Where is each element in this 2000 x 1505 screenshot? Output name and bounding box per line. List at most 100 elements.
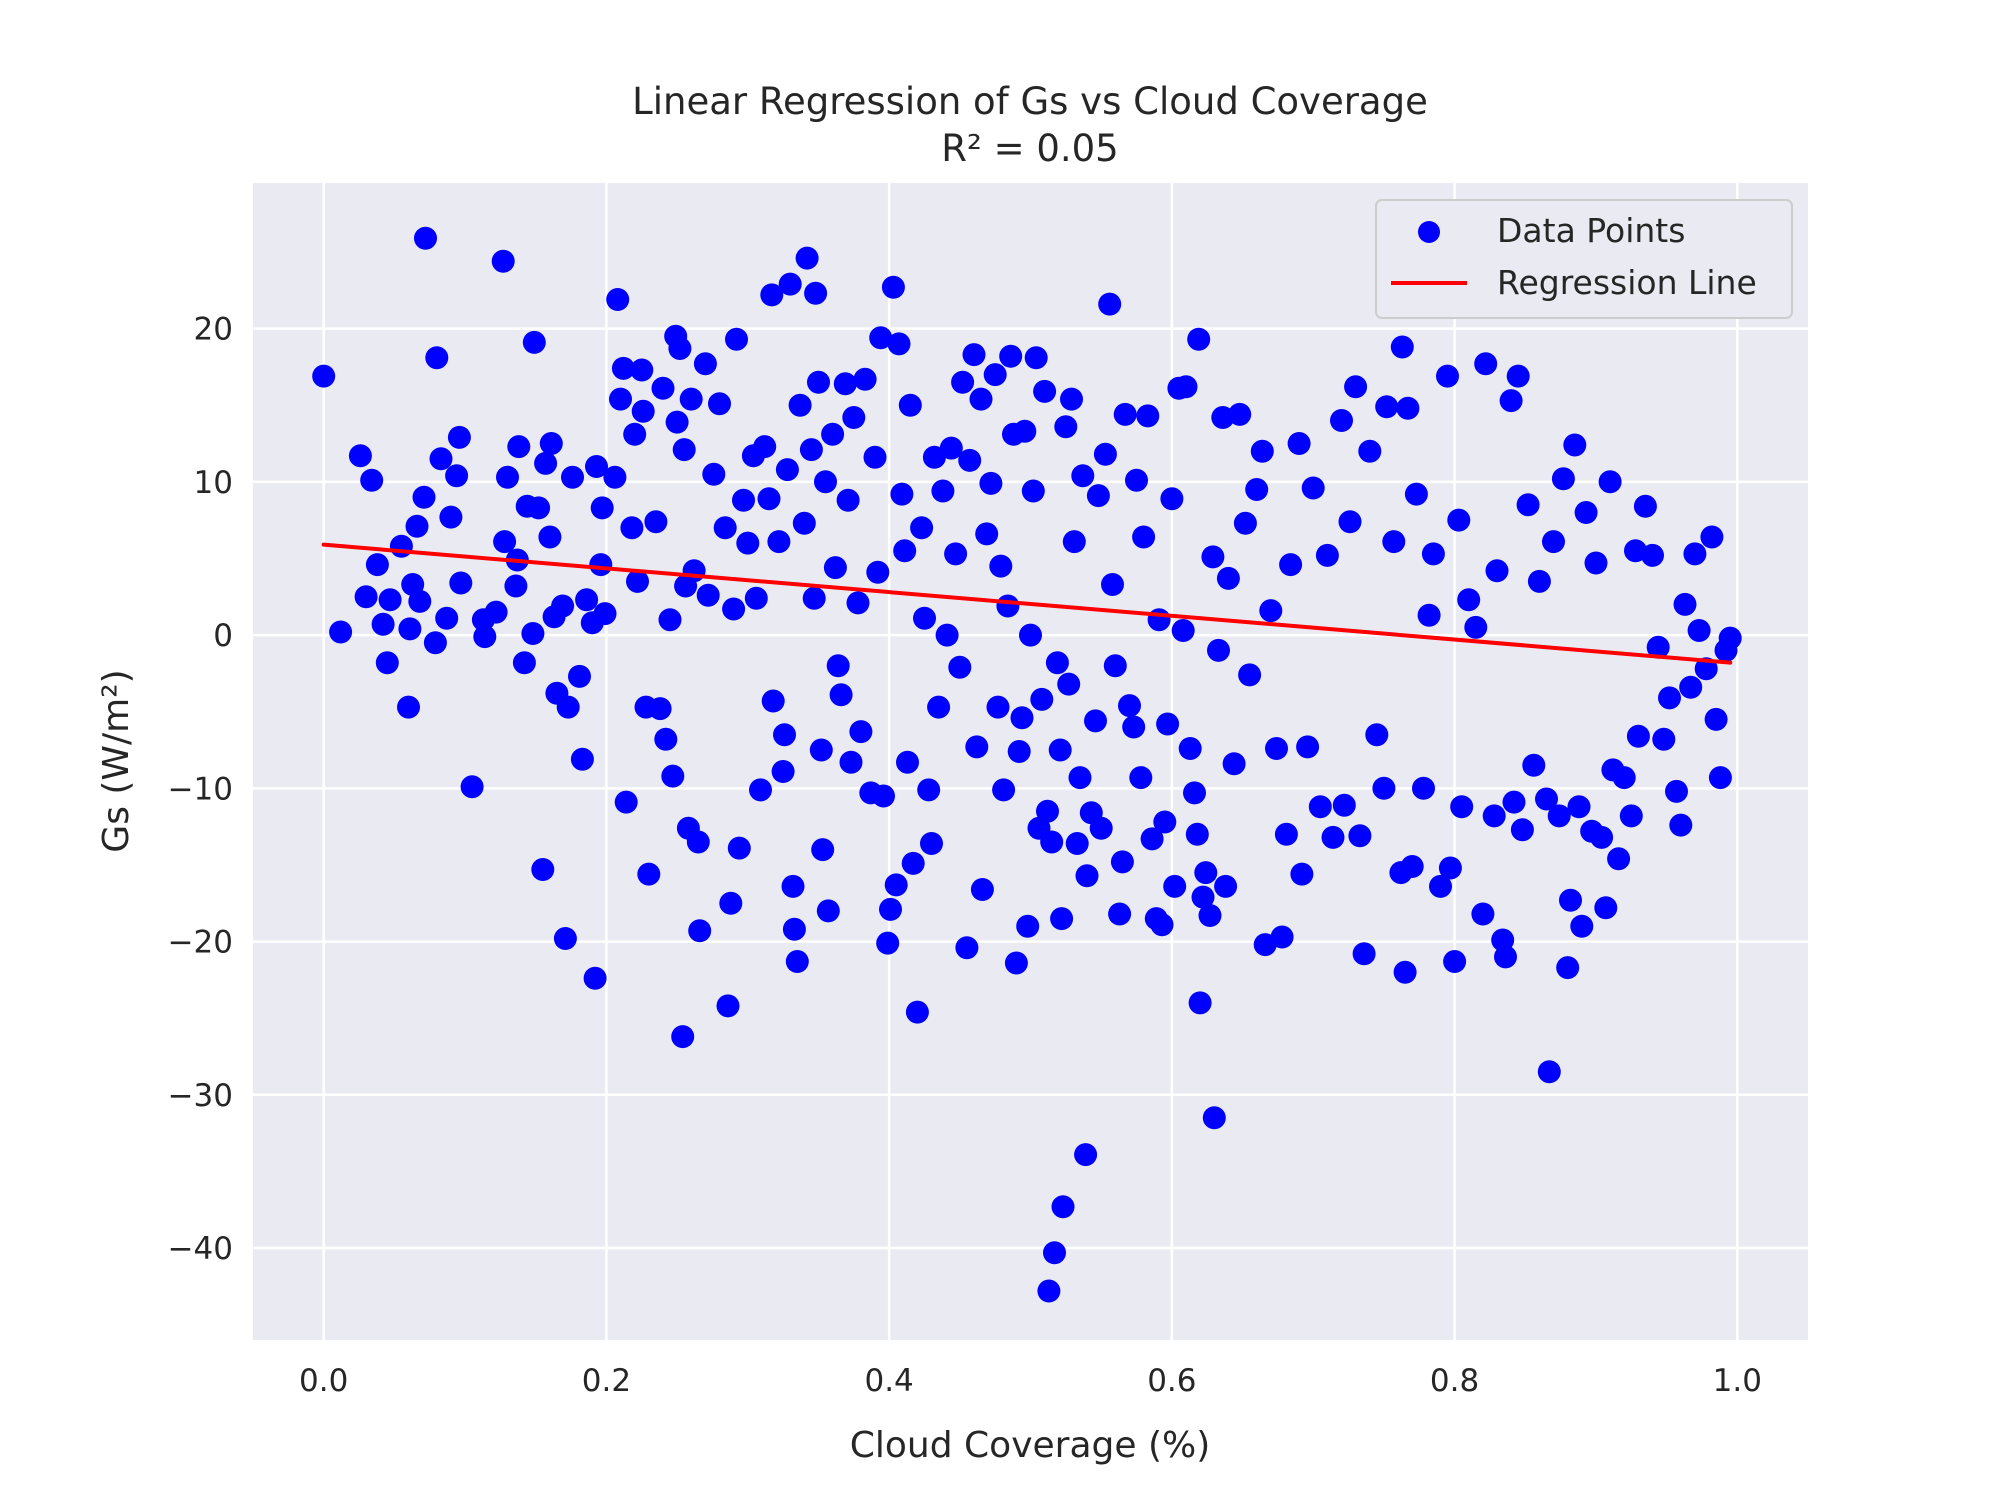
data-point bbox=[1447, 508, 1471, 532]
data-point bbox=[644, 510, 668, 534]
data-point bbox=[665, 410, 689, 434]
data-point bbox=[1010, 706, 1034, 730]
data-point bbox=[534, 451, 558, 475]
data-point bbox=[736, 531, 760, 555]
data-point bbox=[1245, 478, 1269, 501]
data-point bbox=[713, 516, 737, 540]
legend-label-data-points: Data Points bbox=[1497, 211, 1685, 250]
data-point bbox=[1194, 861, 1218, 885]
data-point bbox=[1233, 511, 1257, 535]
data-point bbox=[1238, 663, 1262, 687]
data-point bbox=[884, 873, 908, 897]
data-point bbox=[1075, 864, 1099, 888]
data-point bbox=[672, 438, 696, 462]
data-point bbox=[631, 399, 655, 423]
data-point bbox=[1214, 874, 1238, 898]
data-point bbox=[863, 445, 887, 469]
data-point bbox=[1040, 830, 1064, 854]
data-point bbox=[553, 927, 577, 950]
data-point bbox=[773, 723, 796, 747]
data-point bbox=[1153, 810, 1177, 834]
data-point bbox=[585, 455, 608, 478]
data-point bbox=[1344, 375, 1368, 399]
data-point bbox=[447, 425, 471, 449]
y-tick-label: −30 bbox=[168, 1078, 233, 1114]
data-point bbox=[1051, 1195, 1075, 1219]
data-point bbox=[1598, 470, 1622, 494]
data-point bbox=[1228, 402, 1252, 426]
data-point bbox=[1537, 1060, 1561, 1084]
data-point bbox=[955, 936, 979, 960]
data-point bbox=[521, 622, 545, 645]
data-point bbox=[1045, 651, 1069, 675]
data-point bbox=[512, 651, 536, 675]
data-point bbox=[1482, 804, 1506, 828]
data-point bbox=[551, 594, 575, 618]
data-point bbox=[839, 750, 863, 774]
data-point bbox=[609, 387, 632, 411]
data-point bbox=[593, 602, 617, 626]
data-point bbox=[360, 468, 384, 492]
data-point bbox=[568, 664, 591, 688]
data-point bbox=[951, 370, 975, 394]
data-point bbox=[1301, 476, 1325, 500]
data-point bbox=[913, 606, 936, 630]
data-point bbox=[1718, 626, 1742, 650]
data-point bbox=[1594, 896, 1618, 920]
data-point bbox=[785, 950, 809, 973]
data-point bbox=[939, 436, 963, 460]
data-point bbox=[1043, 1241, 1066, 1265]
data-point bbox=[375, 651, 399, 675]
data-point bbox=[1704, 707, 1728, 731]
data-point bbox=[732, 488, 755, 512]
data-point bbox=[1563, 433, 1587, 457]
data-point bbox=[1185, 822, 1209, 846]
data-point bbox=[716, 994, 740, 1018]
data-point bbox=[1665, 779, 1688, 803]
data-point bbox=[944, 542, 968, 566]
data-point bbox=[473, 625, 497, 649]
data-point bbox=[412, 485, 436, 509]
data-point bbox=[1390, 335, 1414, 359]
data-point bbox=[782, 917, 806, 941]
data-point bbox=[917, 778, 941, 802]
data-point bbox=[696, 583, 720, 607]
data-point bbox=[1265, 737, 1288, 760]
data-point bbox=[1646, 635, 1670, 659]
data-point bbox=[329, 620, 353, 644]
data-point bbox=[922, 445, 946, 469]
data-point bbox=[1626, 724, 1650, 748]
data-point bbox=[1421, 542, 1445, 566]
data-point bbox=[853, 367, 877, 391]
data-point bbox=[986, 695, 1010, 719]
data-point bbox=[1021, 479, 1045, 503]
data-point bbox=[833, 372, 857, 396]
y-tick-label: −10 bbox=[168, 771, 233, 807]
data-point bbox=[983, 363, 1007, 387]
data-point bbox=[1352, 942, 1376, 966]
data-point bbox=[958, 448, 982, 472]
data-point bbox=[1457, 588, 1481, 612]
data-point bbox=[719, 891, 743, 915]
data-point bbox=[901, 851, 925, 875]
data-point bbox=[802, 586, 826, 610]
data-point bbox=[1348, 824, 1372, 848]
data-point bbox=[1567, 795, 1591, 819]
data-point bbox=[1308, 795, 1332, 819]
data-point bbox=[1163, 874, 1187, 898]
data-point bbox=[1086, 484, 1110, 508]
data-point bbox=[1007, 740, 1031, 763]
data-point bbox=[1050, 907, 1074, 931]
data-point bbox=[496, 465, 519, 489]
data-point bbox=[583, 966, 607, 990]
data-point bbox=[1372, 776, 1396, 800]
data-point bbox=[1171, 619, 1195, 642]
data-point bbox=[527, 496, 551, 520]
data-point bbox=[389, 534, 413, 558]
data-point bbox=[1016, 914, 1040, 938]
data-point bbox=[1556, 956, 1580, 980]
data-point bbox=[1683, 542, 1707, 566]
regression-line bbox=[321, 542, 1733, 665]
data-point bbox=[1535, 787, 1558, 811]
